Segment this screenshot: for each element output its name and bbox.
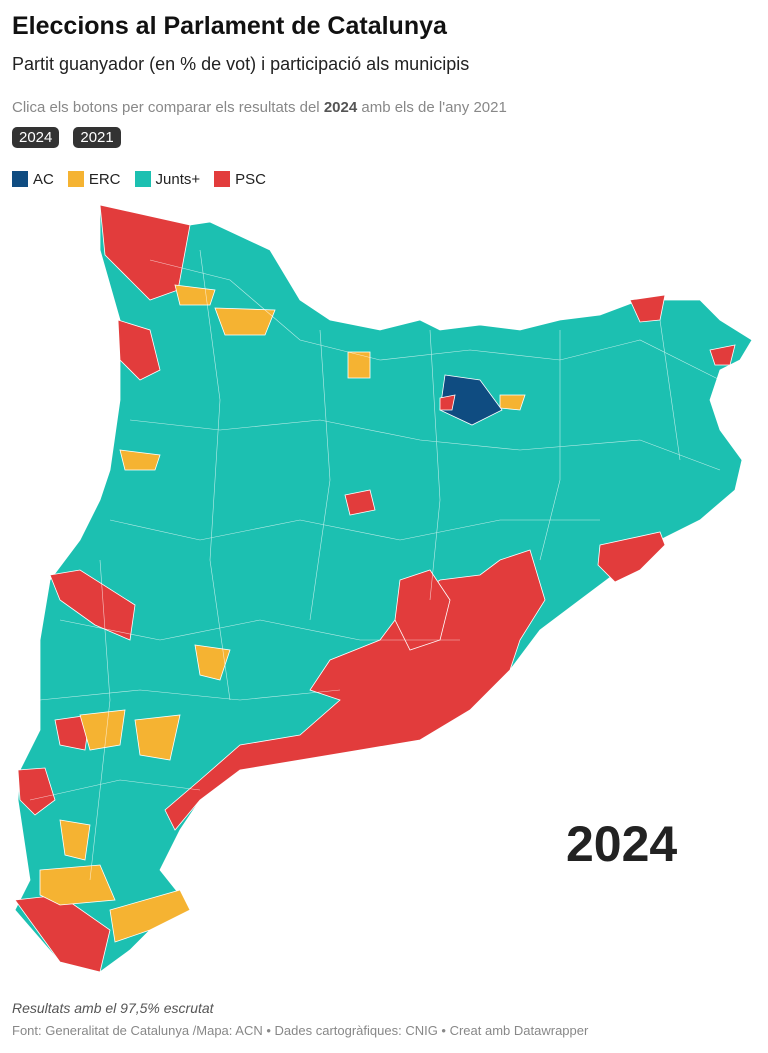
region bbox=[499, 394, 526, 411]
municipal-borders bbox=[29, 249, 721, 881]
legend-item: PSC bbox=[214, 171, 266, 188]
instruction-bold: 2024 bbox=[323, 99, 358, 116]
title: Eleccions al Parlament de Catalunya bbox=[12, 12, 447, 40]
legend-swatch bbox=[67, 171, 84, 187]
region bbox=[597, 531, 666, 583]
region bbox=[49, 569, 136, 641]
region bbox=[214, 307, 276, 336]
region bbox=[194, 644, 231, 681]
legend-label: AC bbox=[33, 171, 54, 188]
region bbox=[174, 284, 216, 306]
source: Font: Generalitat de Catalunya /Mapa: AC… bbox=[12, 1023, 589, 1038]
region bbox=[39, 864, 116, 906]
region bbox=[119, 449, 161, 471]
region bbox=[134, 714, 181, 761]
footnote: Resultats amb el 97,5% escrutat bbox=[12, 1000, 214, 1016]
legend: AC ERC Junts+ PSC bbox=[12, 171, 266, 188]
year-button[interactable]: 2021 bbox=[73, 127, 121, 148]
instruction: Clica els botons per comparar els result… bbox=[12, 99, 507, 116]
legend-item: Junts+ bbox=[134, 171, 201, 188]
instruction-text: Clica els botons per comparar els result… bbox=[12, 99, 324, 116]
region bbox=[54, 714, 91, 751]
legend-swatch bbox=[134, 171, 151, 187]
legend-swatch bbox=[12, 171, 28, 187]
region bbox=[117, 319, 161, 381]
region bbox=[344, 489, 376, 516]
instruction-text: amb els de l'any 2021 bbox=[357, 99, 507, 116]
region bbox=[109, 889, 191, 943]
region bbox=[347, 351, 371, 379]
region bbox=[439, 394, 456, 411]
year-button[interactable]: 2024 bbox=[12, 127, 60, 148]
region bbox=[17, 767, 56, 816]
legend-label: Junts+ bbox=[155, 171, 201, 188]
year-label: 2024 bbox=[566, 816, 678, 872]
legend-item: ERC bbox=[67, 171, 121, 188]
region bbox=[709, 344, 736, 366]
legend-label: ERC bbox=[88, 171, 121, 188]
region bbox=[79, 709, 126, 751]
region bbox=[99, 204, 191, 301]
legend-label: PSC bbox=[235, 171, 266, 188]
subtitle: Partit guanyador (en % de vot) i partici… bbox=[12, 54, 470, 74]
legend-swatch bbox=[214, 171, 231, 187]
map bbox=[14, 204, 753, 973]
legend-item: AC bbox=[12, 171, 54, 188]
region bbox=[59, 819, 91, 861]
button-group: 2024 2021 bbox=[12, 127, 121, 148]
